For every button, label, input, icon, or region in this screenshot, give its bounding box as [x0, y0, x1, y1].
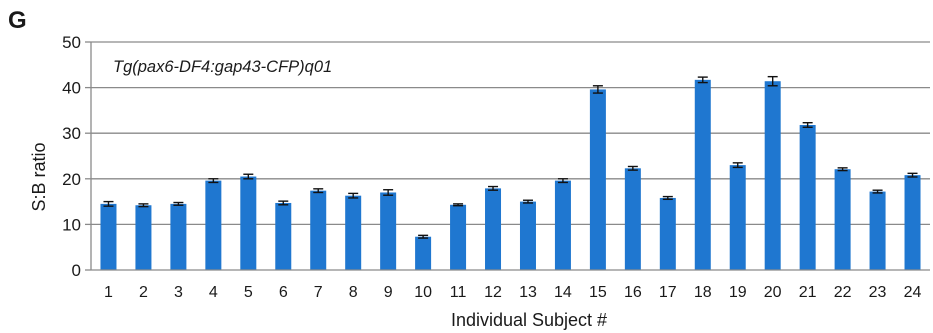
bar [694, 79, 711, 271]
axes [85, 41, 930, 271]
bar [729, 165, 746, 270]
y-tick-label: 0 [72, 261, 81, 280]
error-bars [103, 75, 918, 239]
x-tick-labels: 1 2 3 4 5 6 7 8 9 10 11 12 13 14 15 16 17 18 19 20 21 22 23 24 [104, 284, 921, 301]
bar [764, 81, 781, 270]
bar [589, 89, 606, 270]
x-tick-label: 2 [139, 284, 148, 301]
bar [380, 192, 397, 270]
x-tick-label: 23 [869, 284, 887, 301]
bar [310, 190, 327, 270]
x-tick-label: 7 [314, 284, 323, 301]
bar [345, 195, 362, 270]
bar [904, 175, 921, 270]
x-tick-label: 15 [589, 284, 607, 301]
bar [205, 180, 222, 270]
x-tick-label: 24 [904, 284, 922, 301]
y-tick-label: 20 [62, 170, 81, 189]
x-tick-label: 3 [174, 284, 183, 301]
y-tick-label: 30 [62, 124, 81, 143]
y-tick-labels: 0 10 20 30 40 50 [62, 33, 81, 280]
bar [485, 188, 502, 270]
bar [834, 169, 851, 270]
y-tick-label: 10 [62, 215, 81, 234]
y-tick-label: 50 [62, 33, 81, 52]
bar [415, 236, 432, 270]
x-tick-label: 17 [659, 284, 677, 301]
x-tick-label: 22 [834, 284, 852, 301]
x-tick-label: 11 [450, 284, 467, 301]
x-tick-label: 20 [764, 284, 782, 301]
y-tick-label: 40 [62, 79, 81, 98]
bar [170, 203, 187, 270]
bar [869, 191, 886, 270]
bar [240, 176, 257, 270]
x-tick-label: 12 [484, 284, 502, 301]
bar [450, 204, 467, 270]
gridlines [91, 41, 930, 226]
x-tick-label: 4 [209, 284, 218, 301]
bar [659, 197, 676, 270]
x-tick-label: 13 [519, 284, 537, 301]
x-tick-label: 14 [554, 284, 572, 301]
x-tick-label: 21 [799, 284, 817, 301]
x-tick-label: 9 [384, 284, 393, 301]
y-axis-label: S:B ratio [29, 142, 49, 211]
x-tick-label: 6 [279, 284, 288, 301]
chart-annotation: Tg(pax6-DF4:gap43-CFP)q01 [113, 58, 332, 76]
x-axis-label: Individual Subject # [451, 310, 607, 330]
bars [100, 79, 921, 271]
x-tick-label: 18 [694, 284, 712, 301]
bar [275, 202, 292, 270]
bar [100, 203, 117, 270]
bar [135, 205, 152, 270]
panel-label: G [8, 7, 27, 34]
x-tick-label: 10 [414, 284, 432, 301]
bar [799, 124, 816, 270]
bar [519, 201, 536, 270]
x-tick-label: 5 [244, 284, 253, 301]
x-tick-label: 19 [729, 284, 747, 301]
bar [554, 180, 571, 270]
bar [624, 168, 641, 270]
x-tick-label: 8 [349, 284, 358, 301]
x-tick-label: 16 [624, 284, 642, 301]
x-tick-label: 1 [104, 284, 113, 301]
